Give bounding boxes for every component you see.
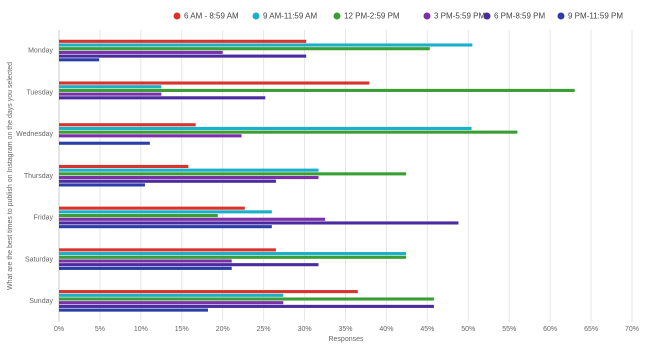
x-tick-label: 30%	[298, 326, 312, 333]
bar	[59, 214, 218, 218]
bar	[59, 81, 370, 85]
bar	[59, 206, 245, 210]
legend-text: 9 AM-11:59 AM	[263, 12, 317, 21]
x-tick-label: 35%	[338, 326, 352, 333]
bar	[59, 210, 272, 214]
legend-marker	[333, 12, 341, 20]
bar	[59, 179, 276, 183]
bar	[59, 263, 319, 267]
bar	[59, 221, 459, 225]
y-tick-label: Thursday	[24, 173, 54, 180]
bar	[59, 259, 232, 263]
bar	[59, 293, 284, 297]
x-tick-label: 55%	[502, 326, 516, 333]
x-tick-label: 40%	[379, 326, 393, 333]
x-tick-label: 45%	[420, 326, 434, 333]
bar	[59, 54, 307, 58]
bar	[59, 39, 307, 43]
bar	[59, 168, 319, 172]
bar	[59, 141, 150, 145]
bar	[59, 164, 189, 168]
bar	[59, 88, 575, 92]
legend-marker	[483, 12, 491, 20]
bar	[59, 301, 284, 305]
bar	[59, 255, 407, 259]
x-tick-label: 50%	[461, 326, 475, 333]
bar	[59, 225, 272, 229]
bar	[59, 134, 242, 138]
bar	[59, 85, 162, 89]
bar	[59, 290, 358, 294]
bar	[59, 217, 326, 221]
legend-text: 3 PM-5:59 PM	[434, 12, 485, 21]
bar	[59, 58, 100, 62]
bar	[59, 126, 472, 130]
bar	[59, 266, 232, 270]
legend-text: 6 PM-8:59 PM	[494, 12, 545, 21]
bar	[59, 252, 407, 256]
y-tick-label: Monday	[28, 48, 53, 55]
legend-text: 9 PM-11:59 PM	[568, 12, 623, 21]
bar	[59, 176, 319, 180]
x-tick-label: 0%	[54, 326, 64, 333]
bar	[59, 50, 223, 54]
x-tick-label: 5%	[95, 326, 105, 333]
x-tick-label: 60%	[543, 326, 557, 333]
y-tick-label: Sunday	[29, 298, 53, 305]
x-tick-label: 25%	[257, 326, 271, 333]
y-tick-label: Tuesday	[26, 89, 53, 96]
bar	[59, 130, 518, 134]
bar	[59, 183, 145, 187]
y-tick-label: Wednesday	[16, 131, 53, 138]
bar	[59, 96, 266, 100]
bar	[59, 248, 276, 252]
y-tick-label: Friday	[34, 215, 54, 222]
y-axis-label: What are the best times to publish on In…	[7, 62, 14, 290]
x-tick-label: 15%	[175, 326, 189, 333]
x-tick-label: 10%	[134, 326, 148, 333]
y-tick-label: Saturday	[25, 256, 54, 263]
x-tick-label: 65%	[584, 326, 598, 333]
legend-marker	[423, 12, 431, 20]
x-tick-label: 70%	[625, 326, 639, 333]
bar	[59, 92, 162, 96]
legend-marker	[173, 12, 181, 20]
legend-text: 6 AM - 8:59 AM	[184, 12, 239, 21]
bar	[59, 308, 208, 312]
bar	[59, 123, 196, 127]
bar	[59, 297, 434, 301]
x-axis-label: Responses	[328, 336, 364, 343]
bar	[59, 172, 407, 176]
legend-text: 12 PM-2:59 PM	[344, 12, 400, 21]
bar	[59, 47, 430, 51]
legend-marker	[557, 12, 565, 20]
legend-marker	[252, 12, 260, 20]
bar	[59, 43, 473, 47]
bar	[59, 304, 434, 308]
x-tick-label: 20%	[216, 326, 230, 333]
